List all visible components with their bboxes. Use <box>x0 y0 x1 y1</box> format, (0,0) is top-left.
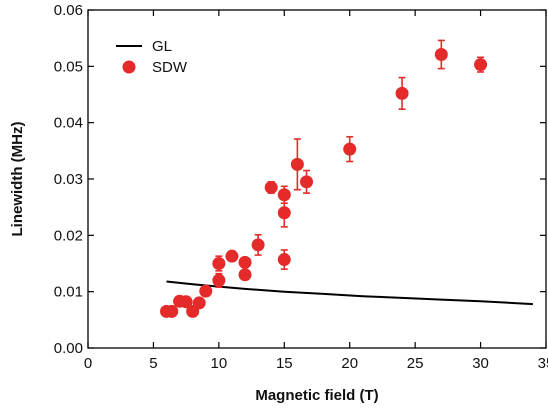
y-axis-title: Linewidth (MHz) <box>9 122 26 237</box>
legend: GL SDW <box>116 38 188 76</box>
sdw-point <box>290 157 304 171</box>
sdw-point <box>434 48 448 62</box>
sdw-point <box>395 86 409 100</box>
x-tick-label: 5 <box>149 355 157 372</box>
y-tick-label: 0.00 <box>54 340 83 357</box>
sdw-point <box>212 257 226 270</box>
sdw-point <box>225 249 239 263</box>
sdw-point <box>192 296 206 310</box>
y-tick-label: 0.06 <box>54 2 83 19</box>
sdw-point <box>264 180 278 194</box>
y-tick-label: 0.05 <box>54 58 83 75</box>
sdw-point <box>474 58 488 72</box>
x-tick-label: 30 <box>472 355 489 372</box>
sdw-point <box>251 238 265 252</box>
gl-curve <box>166 280 533 306</box>
sdw-point <box>277 253 291 267</box>
y-tick-label: 0.02 <box>54 227 83 244</box>
legend-sdw-swatch <box>122 60 136 74</box>
sdw-point <box>277 206 291 220</box>
sdw-point <box>238 268 252 282</box>
sdw-point <box>165 304 179 318</box>
y-tick-label: 0.04 <box>54 115 83 132</box>
x-tick-label: 10 <box>211 355 228 372</box>
legend-sdw-label: SDW <box>152 59 188 76</box>
x-tick-label: 25 <box>407 355 424 372</box>
y-tick-label: 0.01 <box>54 284 83 301</box>
sdw-point <box>277 188 291 202</box>
sdw-point <box>199 284 213 298</box>
sdw-point <box>179 295 193 309</box>
sdw-series <box>160 39 488 318</box>
x-tick-label: 35 <box>538 355 548 372</box>
x-tick-label: 20 <box>341 355 358 372</box>
sdw-point <box>300 175 314 189</box>
y-tick-label: 0.03 <box>54 171 83 188</box>
sdw-point <box>343 142 357 156</box>
x-axis-title: Magnetic field (T) <box>255 387 378 404</box>
x-tick-label: 15 <box>276 355 293 372</box>
legend-gl-label: GL <box>152 38 172 55</box>
sdw-point <box>212 273 226 287</box>
gl-series <box>166 280 533 306</box>
sdw-point <box>238 255 252 269</box>
axis-ticks: 0 5 10 15 20 25 30 35 0.00 0.01 0.02 0.03 0.04 0.05 0.… <box>54 2 548 372</box>
x-tick-label: 0 <box>84 355 92 372</box>
